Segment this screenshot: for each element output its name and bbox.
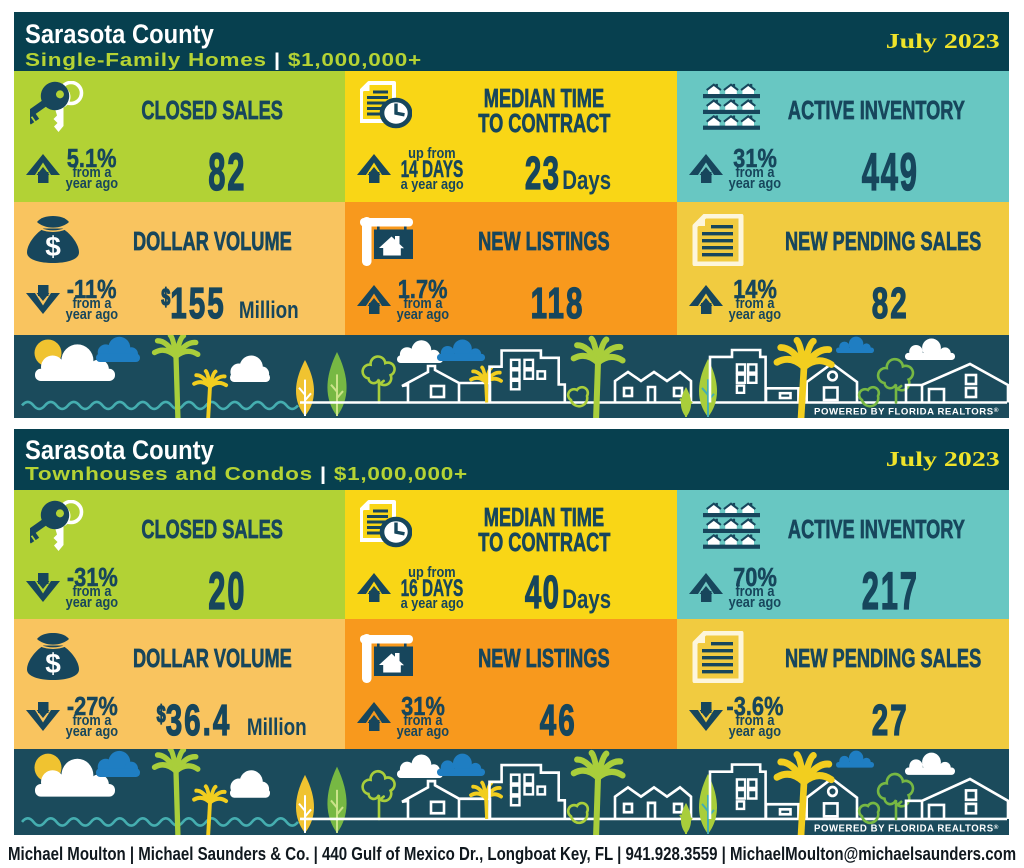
svg-text:POWERED BY FLORIDA REALTORS®: POWERED BY FLORIDA REALTORS® xyxy=(814,406,999,418)
svg-text:$: $ xyxy=(45,231,61,262)
svg-text:POWERED BY FLORIDA REALTORS®: POWERED BY FLORIDA REALTORS® xyxy=(814,823,999,835)
svg-text:$: $ xyxy=(45,648,61,679)
